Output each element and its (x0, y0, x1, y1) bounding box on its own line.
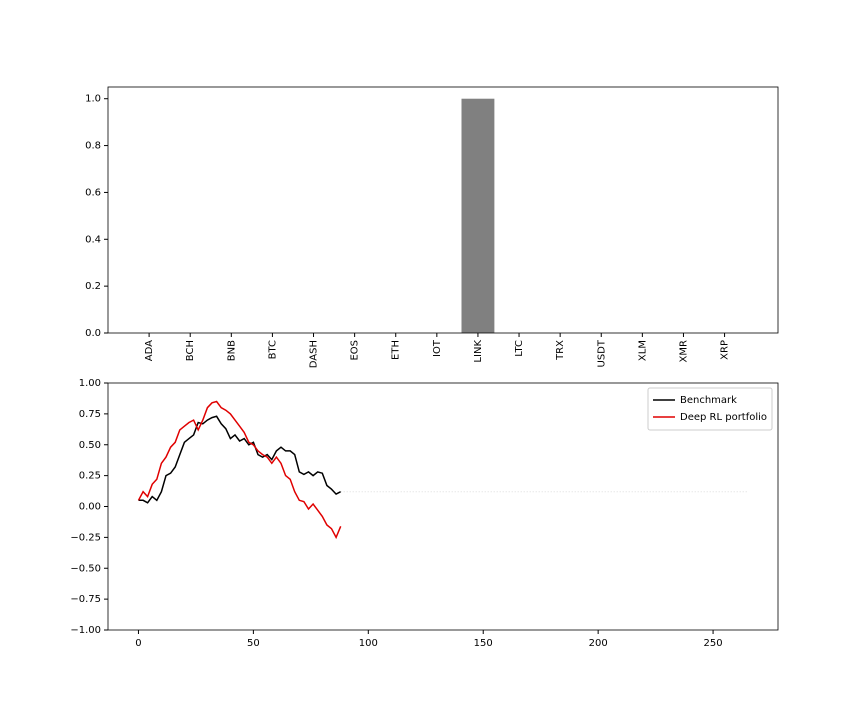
y-tick-label: 0.4 (85, 234, 101, 245)
axes-frame (107, 382, 779, 631)
x-tick-label: ADA (144, 340, 155, 361)
y-tick-label: 0.00 (79, 502, 101, 513)
y-tick-label: −0.50 (70, 563, 101, 574)
line (138, 415, 342, 504)
y-tick-label: 0.75 (79, 409, 101, 420)
x-tick-label: EOS (350, 340, 361, 361)
x-tick-label: 100 (359, 638, 378, 649)
legend-frame (647, 387, 773, 431)
y-tick-label: 0.0 (85, 328, 101, 339)
y-tick-label: 1.0 (85, 94, 101, 105)
x-tick-label: IOT (432, 339, 443, 357)
y-tick-label: 0.25 (79, 471, 101, 482)
y-tick-label: −0.75 (70, 594, 101, 605)
x-tick-label: 250 (704, 638, 723, 649)
y-tick-label: 1.00 (79, 378, 101, 389)
x-tick-label: TRX (555, 340, 566, 361)
x-tick-label: USDT (596, 339, 607, 367)
x-tick-label: DASH (309, 340, 320, 368)
x-tick-label: ETH (391, 340, 402, 360)
x-tick-label: BCH (185, 340, 196, 361)
axes-frame (107, 86, 779, 334)
legend-label: Deep RL portfolio (680, 412, 767, 423)
x-tick-label: XRP (720, 340, 731, 360)
x-tick-label: 0 (135, 638, 141, 649)
y-tick-label: 0.2 (85, 281, 101, 292)
x-tick-label: LINK (473, 340, 484, 363)
y-tick-label: 0.50 (79, 440, 101, 451)
x-tick-label: 50 (247, 638, 260, 649)
x-tick-label: BTC (267, 340, 278, 359)
y-tick-label: 0.8 (85, 141, 101, 152)
x-tick-label: 150 (474, 638, 493, 649)
line (137, 400, 342, 540)
x-tick-label: BNB (226, 340, 237, 361)
x-tick-label: LTC (514, 340, 525, 357)
y-tick-label: −0.25 (70, 532, 101, 543)
bar (461, 98, 495, 333)
x-tick-label: 200 (589, 638, 608, 649)
y-tick-label: −1.00 (70, 625, 101, 636)
x-tick-label: XMR (678, 340, 689, 362)
y-tick-label: 0.6 (85, 187, 101, 198)
x-tick-label: XLM (637, 340, 648, 361)
legend-label: Benchmark (680, 395, 737, 406)
